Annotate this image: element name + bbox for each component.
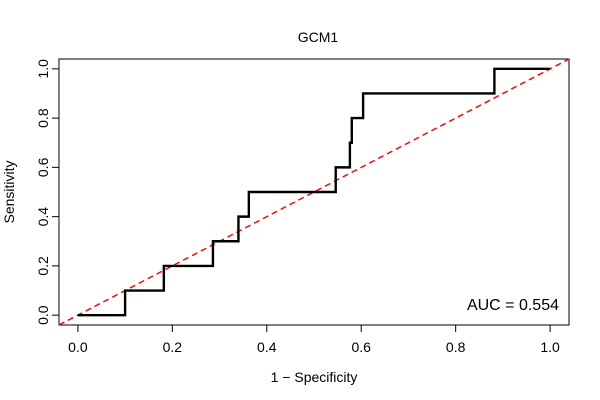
auc-annotation: AUC = 0.554: [467, 297, 559, 314]
x-tick-label: 0.0: [68, 339, 88, 355]
y-tick-label: 0.8: [35, 108, 51, 128]
x-axis-label: 1 − Specificity: [271, 369, 358, 385]
y-tick-label: 0.2: [35, 256, 51, 276]
x-tick-label: 0.8: [446, 339, 466, 355]
y-axis-label: Sensitivity: [1, 160, 17, 223]
roc-curve-line: [77, 67, 551, 317]
y-tick-label: 1.0: [35, 59, 51, 79]
x-axis: 0.0 0.2 0.4 0.6 0.8 1.0: [68, 324, 560, 355]
chance-diagonal-line: [58, 58, 570, 326]
y-axis: 0.0 0.2 0.4 0.6 0.8 1.0: [35, 59, 60, 325]
series-layer: [58, 58, 570, 326]
y-tick-label: 0.6: [35, 157, 51, 177]
x-tick-label: 0.2: [163, 339, 183, 355]
y-tick-label: 0.4: [35, 207, 51, 227]
chart-title: GCM1: [298, 29, 339, 45]
x-tick-label: 0.6: [351, 339, 371, 355]
x-tick-label: 0.4: [257, 339, 277, 355]
x-tick-label: 1.0: [540, 339, 560, 355]
y-tick-label: 0.0: [35, 305, 51, 325]
